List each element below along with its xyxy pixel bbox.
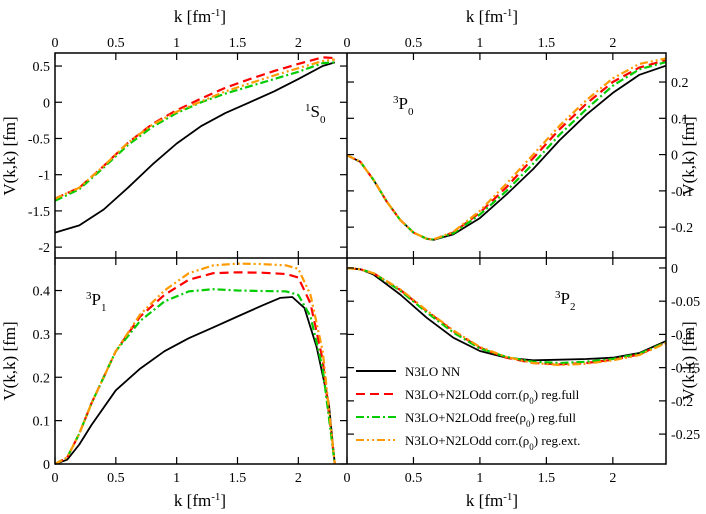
x-tick-label-3P1-1: 0.5 (107, 471, 125, 486)
legend-label-1: N3LO NN (405, 364, 461, 379)
legend-label-3: N3LO+N2LOdd free(ρ0) reg.full (405, 410, 576, 429)
x-axis-label-top-right: k [fm-1] (466, 7, 518, 26)
x-tick-label-1S0-3: 1.5 (229, 36, 247, 51)
series-3P1-1 (54, 296, 336, 465)
series-1S0-3 (54, 61, 335, 202)
y-tick-label-1S0-3: -0.5 (28, 132, 50, 147)
y-tick-label-3P2-3: -0.1 (671, 328, 693, 343)
x-tick-label-3P1-4: 2 (295, 471, 302, 486)
x-tick-label-3P0-3: 1.5 (538, 36, 556, 51)
y-tick-label-1S0-2: -1 (38, 169, 50, 184)
y-tick-label-1S0-0: -2 (38, 241, 50, 256)
x-tick-label-1S0-0: 0 (52, 36, 59, 51)
curves-layer (54, 56, 667, 465)
series-3P1-4 (54, 262, 336, 465)
y-tick-label-3P1-4: 0.4 (33, 285, 51, 300)
y-axis-label-top-left: V(k,k) [fm] (0, 116, 19, 195)
x-tick-label-3P0-0: 0 (344, 36, 351, 51)
y-tick-label-3P0-1: -0.1 (671, 185, 693, 200)
x-tick-label-3P2-3: 1.5 (538, 471, 556, 486)
y-tick-label-3P1-3: 0.3 (33, 328, 51, 343)
y-tick-label-3P2-4: -0.05 (671, 295, 700, 310)
legend-label-4: N3LO+N2LOdd corr.(ρ0) reg.ext. (405, 433, 580, 452)
x-tick-label-3P2-4: 2 (609, 471, 616, 486)
x-tick-label-1S0-1: 0.5 (107, 36, 125, 51)
y-tick-label-3P1-1: 0.1 (33, 415, 51, 430)
y-axis-label-bottom-right: V(k,k) [fm] (679, 321, 698, 400)
y-tick-label-3P0-2: 0 (671, 149, 678, 164)
series-1S0-1 (54, 61, 336, 234)
x-tick-label-3P1-3: 1.5 (229, 471, 247, 486)
series-3P2-1 (346, 267, 667, 362)
y-tick-label-3P2-0: -0.25 (671, 428, 700, 443)
x-tick-label-3P0-1: 0.5 (405, 36, 423, 51)
panel-label-3P2: 3P2 (555, 289, 575, 313)
series-3P0-4 (346, 57, 667, 241)
y-tick-label-3P2-1: -0.2 (671, 395, 693, 410)
y-tick-label-3P2-2: -0.15 (671, 362, 700, 377)
y-tick-label-1S0-5: 0.5 (33, 60, 51, 75)
x-tick-label-1S0-2: 1 (173, 36, 180, 51)
panel-label-3P1: 3P1 (86, 290, 106, 314)
y-tick-label-3P0-3: 0.1 (671, 112, 689, 127)
x-tick-label-3P0-2: 1 (476, 36, 483, 51)
x-tick-label-1S0-4: 2 (295, 36, 302, 51)
legend: N3LO NN N3LO+N2LOdd corr.(ρ0) reg.full N… (356, 364, 580, 452)
series-3P2-4 (346, 266, 667, 367)
y-tick-label-3P0-4: 0.2 (671, 76, 689, 91)
x-axis-label-bottom-left: k [fm-1] (174, 491, 226, 510)
y-tick-label-3P1-2: 0.2 (33, 371, 51, 386)
series-1S0-4 (54, 58, 335, 200)
x-axis-label-top: k [fm-1] (174, 7, 226, 26)
y-tick-label-3P1-0: 0 (43, 458, 50, 473)
x-tick-label-3P2-2: 1 (476, 471, 483, 486)
x-axis-label-bottom-right: k [fm-1] (466, 491, 518, 510)
legend-label-2: N3LO+N2LOdd corr.(ρ0) reg.full (405, 387, 580, 406)
y-tick-label-1S0-1: -1.5 (28, 205, 50, 220)
y-axis-label-top-right: V(k,k) [fm] (679, 116, 698, 195)
y-tick-label-1S0-4: 0 (43, 96, 50, 111)
panel-label-1S0: 1S0 (305, 102, 326, 126)
x-tick-label-3P1-2: 1 (173, 471, 180, 486)
y-tick-label-3P0-0: -0.2 (671, 221, 693, 236)
ticks-layer: -2-1.5-1-0.500.50 0.5 1 1.5 2-0.2-0.100.10.2… (28, 36, 700, 486)
y-axis-label-bottom-left: V(k,k) [fm] (0, 321, 19, 400)
x-tick-label-3P2-1: 0.5 (405, 471, 423, 486)
y-tick-label-3P2-5: 0 (671, 262, 678, 277)
x-tick-label-3P1-0: 0 (52, 471, 59, 486)
x-tick-label-3P0-4: 2 (609, 36, 616, 51)
series-3P1-2 (54, 271, 336, 465)
panel-label-3P0: 3P0 (393, 94, 414, 118)
x-tick-label-3P2-0: 0 (344, 471, 351, 486)
